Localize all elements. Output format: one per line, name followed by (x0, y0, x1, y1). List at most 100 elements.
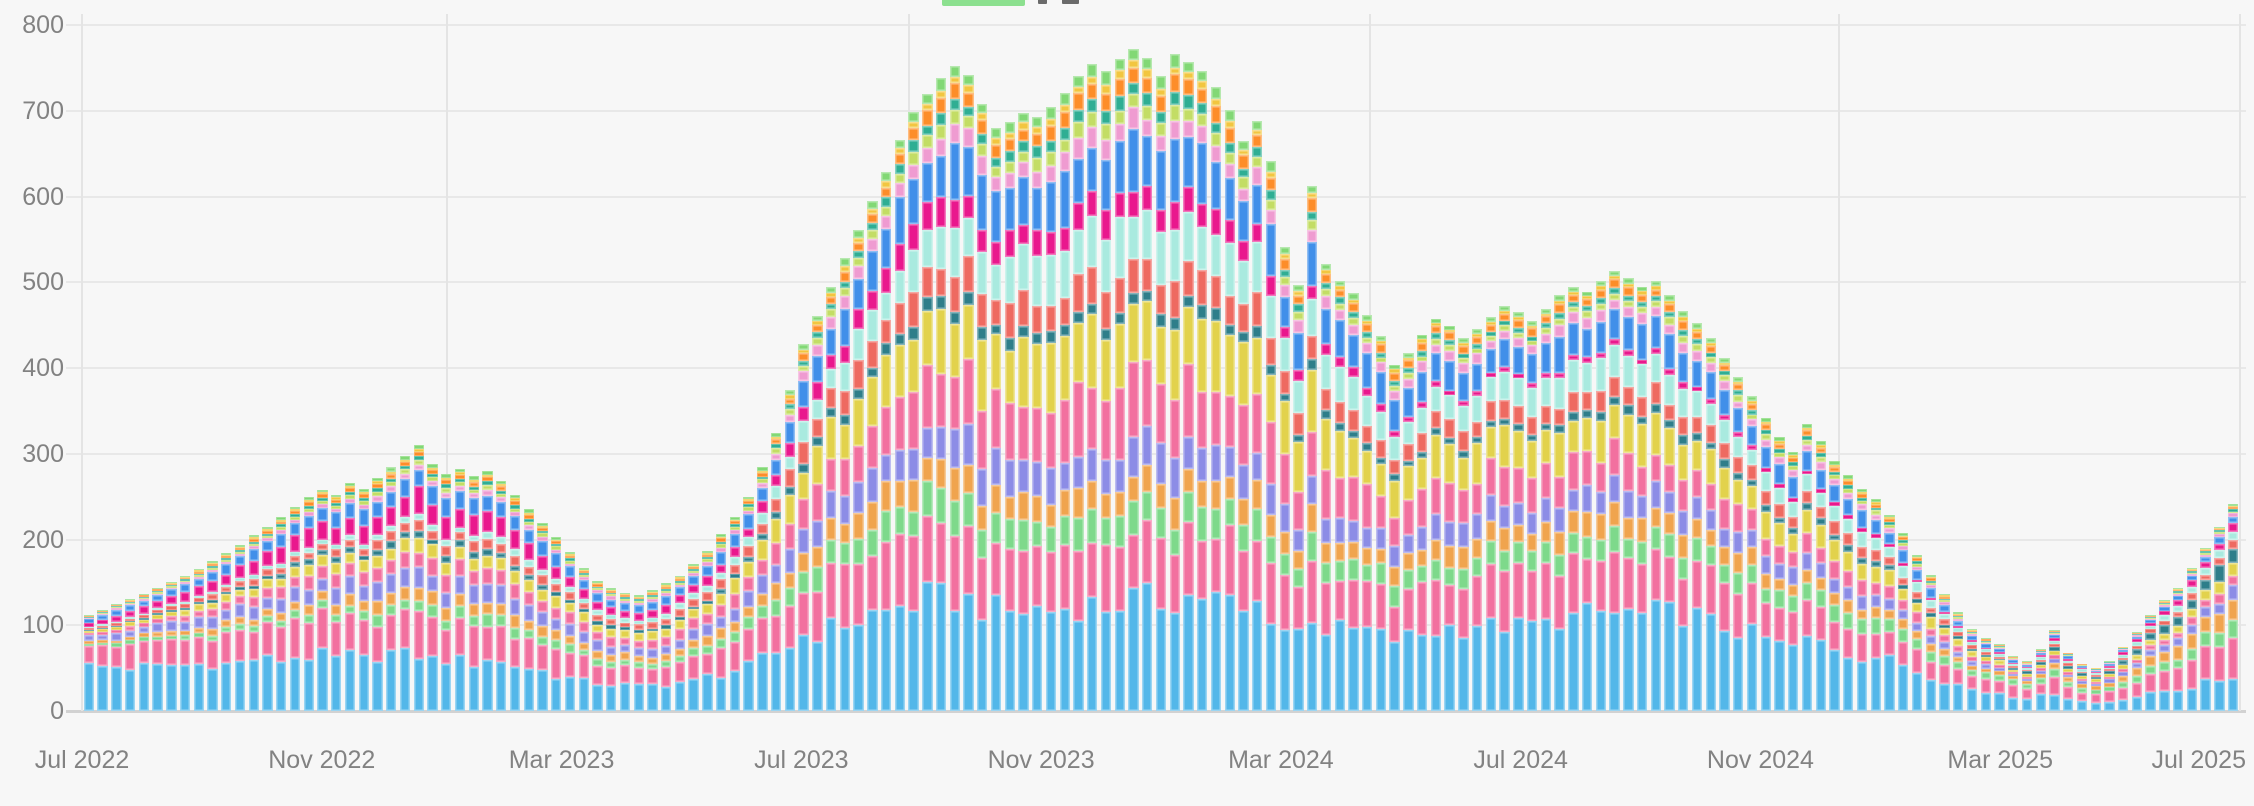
bar-week-39[interactable] (619, 0, 631, 711)
bar-week-82[interactable] (1210, 0, 1222, 711)
bar-week-90[interactable] (1320, 0, 1332, 711)
bar-week-48[interactable] (743, 0, 754, 711)
bar-week-120[interactable] (1733, 0, 1744, 711)
bar-week-149[interactable] (2131, 0, 2143, 711)
bar-week-85[interactable] (1252, 0, 1263, 711)
bar-week-24[interactable] (413, 0, 424, 711)
bar-week-44[interactable] (688, 0, 699, 711)
bar-week-83[interactable] (1224, 0, 1235, 711)
bar-week-114[interactable] (1650, 0, 1661, 711)
bar-week-125[interactable] (1801, 0, 1813, 711)
bar-week-23[interactable] (399, 0, 411, 711)
bar-week-55[interactable] (839, 0, 851, 711)
bar-week-99[interactable] (1444, 0, 1455, 711)
bar-week-69[interactable] (1032, 0, 1043, 711)
bar-week-52[interactable] (798, 0, 809, 711)
bar-week-144[interactable] (2063, 0, 2074, 711)
bar-week-5[interactable] (152, 0, 163, 711)
bar-week-111[interactable] (1609, 0, 1620, 711)
bar-week-135[interactable] (1939, 0, 1950, 711)
bar-week-77[interactable] (1142, 0, 1153, 711)
bar-week-107[interactable] (1554, 0, 1565, 711)
bar-week-76[interactable] (1128, 0, 1139, 711)
bar-week-110[interactable] (1595, 0, 1607, 711)
bar-week-93[interactable] (1362, 0, 1373, 711)
bar-week-150[interactable] (2145, 0, 2156, 711)
bar-week-16[interactable] (303, 0, 314, 711)
bar-week-60[interactable] (908, 0, 919, 711)
bar-week-25[interactable] (427, 0, 438, 711)
bar-week-92[interactable] (1348, 0, 1359, 711)
bar-week-2[interactable] (111, 0, 122, 711)
bar-week-30[interactable] (496, 0, 507, 711)
bar-week-14[interactable] (276, 0, 287, 711)
bar-week-121[interactable] (1746, 0, 1758, 711)
bar-week-95[interactable] (1389, 0, 1400, 711)
bar-week-36[interactable] (578, 0, 589, 711)
bar-week-32[interactable] (523, 0, 534, 711)
bar-week-124[interactable] (1788, 0, 1799, 711)
bar-week-96[interactable] (1403, 0, 1414, 711)
bar-week-18[interactable] (331, 0, 342, 711)
bar-week-98[interactable] (1430, 0, 1442, 711)
bar-week-89[interactable] (1307, 0, 1318, 711)
bar-week-133[interactable] (1911, 0, 1923, 711)
bar-week-72[interactable] (1073, 0, 1084, 711)
bar-week-40[interactable] (633, 0, 644, 711)
bar-week-147[interactable] (2104, 0, 2115, 711)
bar-week-37[interactable] (592, 0, 603, 711)
bar-week-145[interactable] (2076, 0, 2088, 711)
bar-week-43[interactable] (674, 0, 686, 711)
bar-week-4[interactable] (138, 0, 150, 711)
bar-week-102[interactable] (1485, 0, 1497, 711)
bar-week-115[interactable] (1664, 0, 1675, 711)
bar-week-42[interactable] (660, 0, 672, 711)
bar-week-54[interactable] (825, 0, 837, 711)
bar-week-68[interactable] (1018, 0, 1029, 711)
bar-week-13[interactable] (262, 0, 273, 711)
bar-week-78[interactable] (1155, 0, 1167, 711)
bar-week-129[interactable] (1856, 0, 1868, 711)
bar-week-136[interactable] (1953, 0, 1964, 711)
bar-week-142[interactable] (2035, 0, 2046, 711)
bar-week-105[interactable] (1526, 0, 1538, 711)
bar-week-51[interactable] (784, 0, 796, 711)
bar-week-41[interactable] (647, 0, 658, 711)
bar-week-123[interactable] (1774, 0, 1785, 711)
bar-week-153[interactable] (2186, 0, 2198, 711)
bar-week-19[interactable] (344, 0, 356, 711)
bar-week-10[interactable] (221, 0, 232, 711)
bar-week-63[interactable] (949, 0, 960, 711)
bar-week-28[interactable] (468, 0, 479, 711)
bar-week-66[interactable] (990, 0, 1002, 711)
bar-week-11[interactable] (234, 0, 246, 711)
bar-week-156[interactable] (2227, 0, 2239, 711)
bar-week-75[interactable] (1114, 0, 1125, 711)
bar-week-33[interactable] (537, 0, 548, 711)
bar-week-131[interactable] (1884, 0, 1895, 711)
bar-week-97[interactable] (1416, 0, 1428, 711)
bar-week-8[interactable] (193, 0, 204, 711)
bar-week-6[interactable] (166, 0, 177, 711)
bar-week-1[interactable] (97, 0, 108, 711)
bar-week-132[interactable] (1898, 0, 1909, 711)
bar-week-138[interactable] (1980, 0, 1991, 711)
bar-week-106[interactable] (1540, 0, 1552, 711)
bar-week-134[interactable] (1925, 0, 1936, 711)
bar-week-118[interactable] (1705, 0, 1716, 711)
bar-week-29[interactable] (482, 0, 493, 711)
bar-week-91[interactable] (1334, 0, 1345, 711)
bar-week-143[interactable] (2049, 0, 2060, 711)
bar-week-31[interactable] (509, 0, 521, 711)
bar-week-86[interactable] (1265, 0, 1277, 711)
bar-week-21[interactable] (372, 0, 383, 711)
bar-week-64[interactable] (963, 0, 974, 711)
bar-week-12[interactable] (248, 0, 259, 711)
bar-week-127[interactable] (1829, 0, 1840, 711)
bar-week-27[interactable] (454, 0, 466, 711)
bar-week-80[interactable] (1183, 0, 1194, 711)
bar-week-57[interactable] (867, 0, 878, 711)
bar-week-130[interactable] (1870, 0, 1881, 711)
bar-week-84[interactable] (1238, 0, 1249, 711)
bar-week-117[interactable] (1691, 0, 1703, 711)
